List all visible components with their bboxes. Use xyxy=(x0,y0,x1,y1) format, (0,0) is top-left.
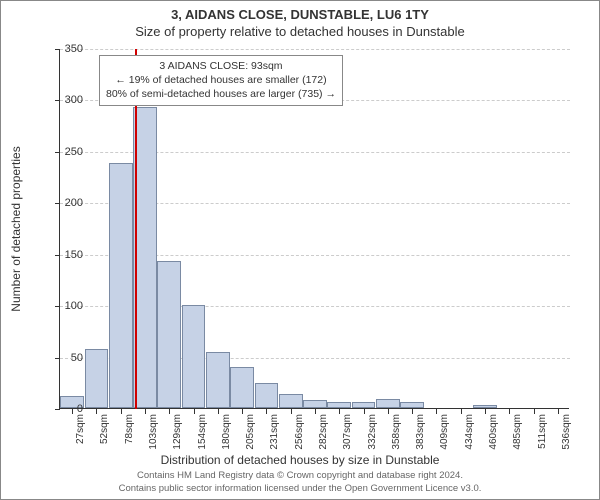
y-tick-label: 250 xyxy=(43,146,83,158)
histogram-bar xyxy=(376,399,400,408)
x-tick-label: 358sqm xyxy=(391,414,402,450)
x-tick-mark xyxy=(436,409,437,414)
x-tick-label: 434sqm xyxy=(464,414,475,450)
x-tick-mark xyxy=(194,409,195,414)
footer-line1: Contains HM Land Registry data © Crown c… xyxy=(1,470,599,482)
histogram-bar xyxy=(473,405,497,408)
histogram-bar xyxy=(230,367,254,408)
histogram-bar xyxy=(157,261,181,408)
x-tick-mark xyxy=(412,409,413,414)
x-tick-label: 205sqm xyxy=(245,414,256,450)
histogram-bar xyxy=(352,402,376,408)
x-tick-mark xyxy=(169,409,170,414)
y-tick-label: 350 xyxy=(43,43,83,55)
chart-subtitle: Size of property relative to detached ho… xyxy=(1,22,599,39)
histogram-bar xyxy=(109,163,133,408)
annotation-line2: ← 19% of detached houses are smaller (17… xyxy=(106,73,336,87)
x-tick-mark xyxy=(96,409,97,414)
x-tick-mark xyxy=(558,409,559,414)
x-tick-mark xyxy=(145,409,146,414)
footer: Contains HM Land Registry data © Crown c… xyxy=(1,470,599,495)
y-tick-label: 150 xyxy=(43,249,83,261)
y-axis-label: Number of detached properties xyxy=(9,146,23,311)
x-tick-label: 52sqm xyxy=(99,414,110,444)
x-tick-label: 307sqm xyxy=(342,414,353,450)
x-tick-label: 154sqm xyxy=(197,414,208,450)
histogram-bar xyxy=(206,352,230,408)
x-tick-label: 27sqm xyxy=(75,414,86,444)
x-tick-mark xyxy=(121,409,122,414)
y-tick-label: 100 xyxy=(43,300,83,312)
chart-title: 3, AIDANS CLOSE, DUNSTABLE, LU6 1TY xyxy=(1,1,599,22)
x-tick-mark xyxy=(509,409,510,414)
annotation-line1: 3 AIDANS CLOSE: 93sqm xyxy=(106,59,336,73)
histogram-bar xyxy=(279,394,303,408)
y-tick-label: 200 xyxy=(43,197,83,209)
annotation-line3: 80% of semi-detached houses are larger (… xyxy=(106,87,336,101)
histogram-bar xyxy=(327,402,351,408)
x-tick-mark xyxy=(364,409,365,414)
x-tick-mark xyxy=(218,409,219,414)
x-tick-mark xyxy=(266,409,267,414)
x-tick-mark xyxy=(242,409,243,414)
x-tick-label: 332sqm xyxy=(367,414,378,450)
x-tick-label: 129sqm xyxy=(172,414,183,450)
x-tick-label: 256sqm xyxy=(294,414,305,450)
x-tick-label: 78sqm xyxy=(124,414,135,444)
y-tick-label: 300 xyxy=(43,94,83,106)
footer-line2: Contains public sector information licen… xyxy=(1,483,599,495)
x-tick-label: 485sqm xyxy=(512,414,523,450)
histogram-bar xyxy=(400,402,424,408)
x-tick-label: 180sqm xyxy=(221,414,232,450)
x-axis-label: Distribution of detached houses by size … xyxy=(1,453,599,467)
x-tick-label: 231sqm xyxy=(269,414,280,450)
histogram-bar xyxy=(303,400,327,408)
x-tick-mark xyxy=(339,409,340,414)
x-tick-label: 460sqm xyxy=(488,414,499,450)
x-tick-label: 282sqm xyxy=(318,414,329,450)
x-tick-mark xyxy=(534,409,535,414)
y-tick-label: 0 xyxy=(43,403,83,415)
x-tick-label: 409sqm xyxy=(439,414,450,450)
x-tick-mark xyxy=(485,409,486,414)
histogram-bar xyxy=(255,383,279,408)
x-tick-label: 383sqm xyxy=(415,414,426,450)
x-tick-label: 511sqm xyxy=(537,414,548,449)
histogram-bar xyxy=(85,349,109,408)
x-tick-mark xyxy=(388,409,389,414)
x-tick-mark xyxy=(291,409,292,414)
x-tick-mark xyxy=(461,409,462,414)
annotation-box: 3 AIDANS CLOSE: 93sqm ← 19% of detached … xyxy=(99,55,343,106)
x-tick-mark xyxy=(315,409,316,414)
plot-region: 27sqm52sqm78sqm103sqm129sqm154sqm180sqm2… xyxy=(59,49,569,409)
x-tick-label: 536sqm xyxy=(561,414,572,450)
histogram-bar xyxy=(182,305,206,408)
y-tick-label: 50 xyxy=(43,352,83,364)
x-tick-label: 103sqm xyxy=(148,414,159,450)
